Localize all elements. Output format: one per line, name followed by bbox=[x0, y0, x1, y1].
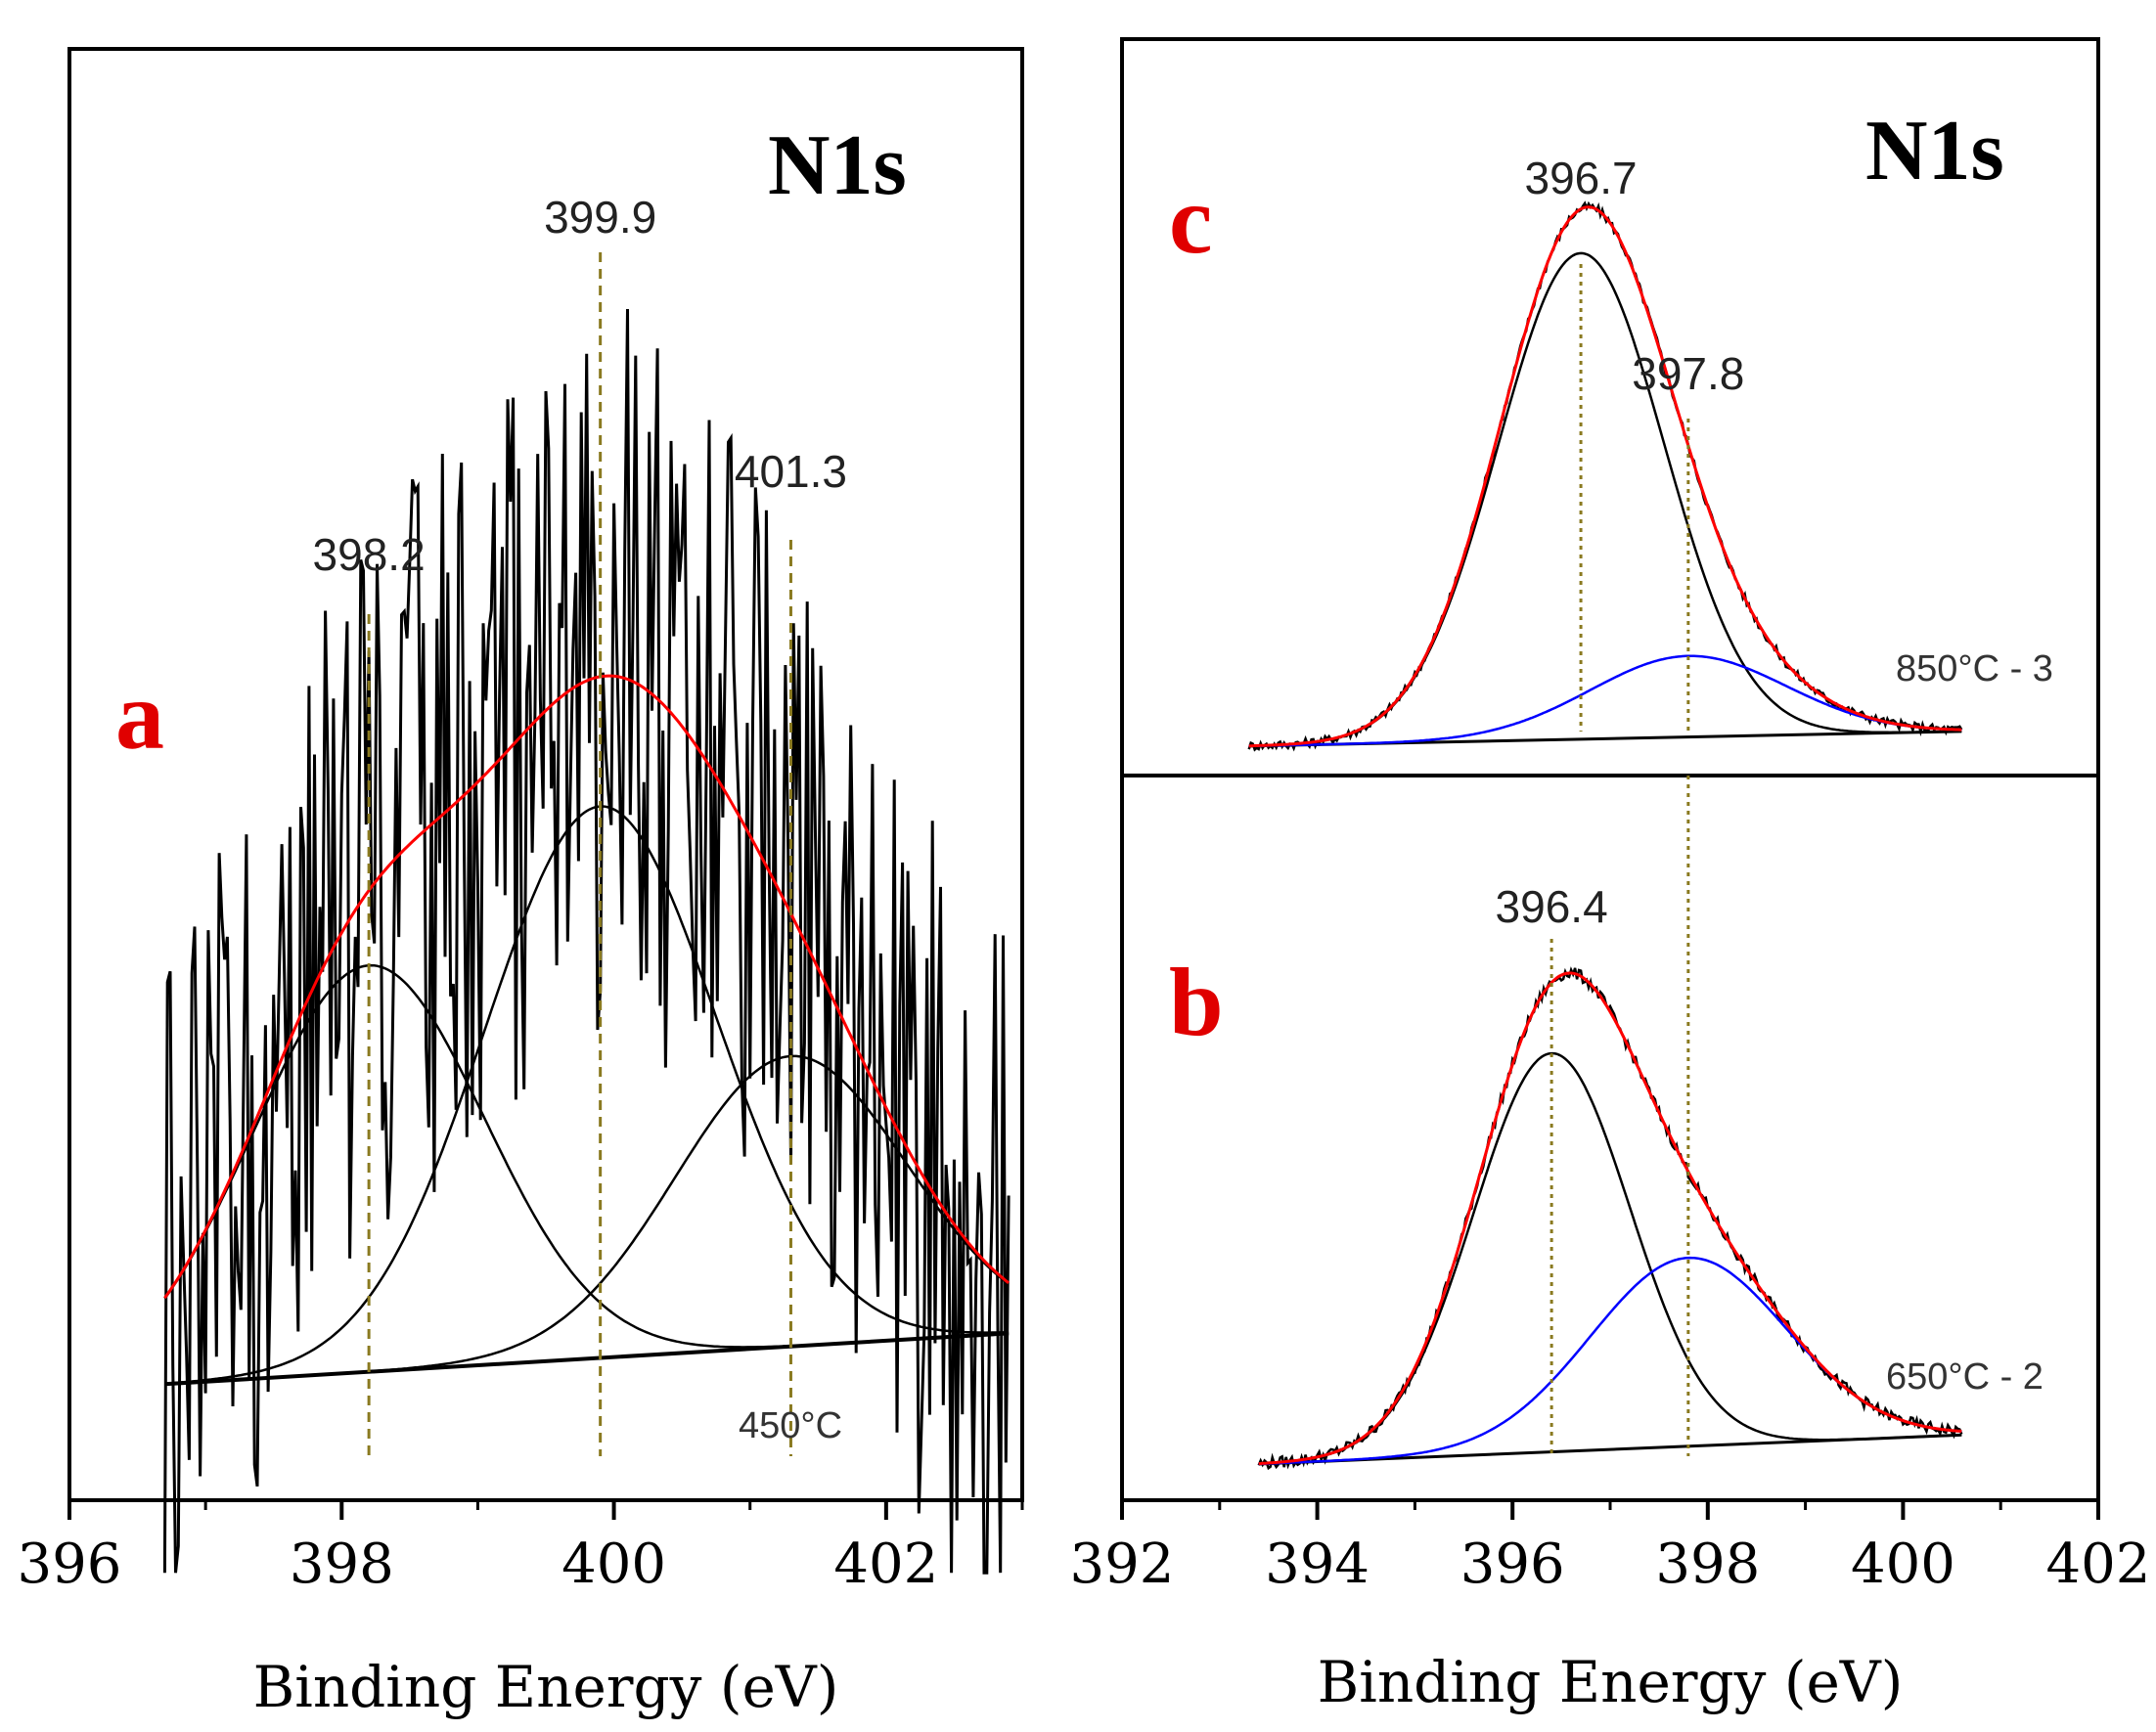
panel-a-curves: 398.2 399.9 401.3 bbox=[162, 192, 1011, 1575]
panel-b-curves: 396.4 bbox=[1257, 776, 1963, 1471]
panel-c-curves: 396.7 397.8 bbox=[1247, 153, 1963, 752]
peak-marker-label: 396.7 bbox=[1524, 153, 1637, 203]
fit-component-399.9 bbox=[164, 805, 1010, 1386]
fit-component-397.8 bbox=[1248, 654, 1962, 748]
fit-component-398.2 bbox=[163, 963, 1010, 1349]
panel-a-title: N1s bbox=[768, 118, 907, 213]
panel-b-temperature-label: 650°C - 2 bbox=[1886, 1356, 2044, 1398]
panel-a: 398.2 399.9 401.3 396 398 400 402 N1s a 450°C… bbox=[18, 47, 1024, 1720]
peak-marker-label: 398.2 bbox=[313, 529, 426, 580]
peak-marker-label: 397.8 bbox=[1632, 348, 1744, 399]
x-tick-label: 402 bbox=[833, 1532, 938, 1596]
panel-b-xaxis: 392 394 396 398 400 402 bbox=[1070, 1500, 2151, 1596]
raw-data-series bbox=[1257, 966, 1963, 1471]
x-tick-label: 392 bbox=[1070, 1532, 1175, 1596]
panel-a-xaxis: 396 398 400 402 bbox=[18, 1500, 1024, 1596]
panel-b-letter: b bbox=[1169, 948, 1224, 1056]
x-tick-label: 394 bbox=[1265, 1532, 1370, 1596]
x-tick-label: 400 bbox=[1851, 1532, 1955, 1596]
x-tick-label: 396 bbox=[18, 1532, 122, 1596]
peak-marker-label: 401.3 bbox=[735, 446, 847, 497]
fit-component-401.3 bbox=[164, 1054, 1010, 1386]
panel-a-xaxis-title: Binding Energy (eV) bbox=[253, 1654, 839, 1720]
panel-c-letter: c bbox=[1169, 165, 1212, 274]
x-tick-label: 396 bbox=[1460, 1532, 1565, 1596]
x-tick-label: 398 bbox=[290, 1532, 394, 1596]
peak-marker-label: 399.9 bbox=[544, 192, 656, 243]
panel-c-title: N1s bbox=[1865, 104, 2004, 199]
fit-envelope bbox=[1248, 205, 1962, 748]
panel-a-letter: a bbox=[115, 661, 164, 770]
panel-c: 396.7 397.8 N1s c 850°C - 3 bbox=[1120, 37, 2100, 777]
panel-a-frame bbox=[67, 47, 1024, 1502]
peak-marker-label: 396.4 bbox=[1496, 881, 1608, 932]
panel-b-xaxis-title: Binding Energy (eV) bbox=[1318, 1649, 1904, 1715]
panel-b: 396.4 392 394 396 398 400 402 b 650°C - 2 Bin… bbox=[1070, 774, 2151, 1715]
x-tick-label: 400 bbox=[561, 1532, 666, 1596]
x-tick-label: 398 bbox=[1655, 1532, 1760, 1596]
panel-a-temperature-label: 450°C bbox=[739, 1405, 842, 1446]
fit-envelope bbox=[1258, 971, 1962, 1466]
x-tick-label: 402 bbox=[2046, 1532, 2151, 1596]
fit-envelope bbox=[163, 674, 1011, 1300]
panel-c-temperature-label: 850°C - 3 bbox=[1896, 648, 2053, 689]
